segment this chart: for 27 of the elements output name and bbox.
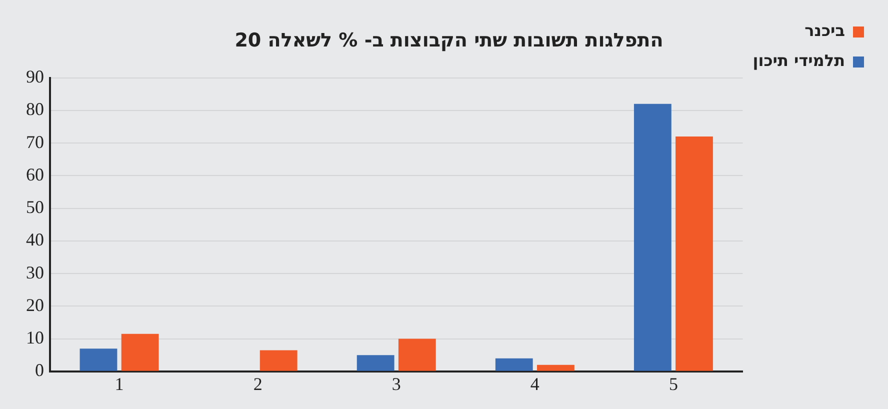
y-tick-label: 50	[26, 197, 44, 218]
y-tick-label: 90	[26, 66, 44, 87]
legend-label: תלמידי תיכון	[752, 51, 845, 70]
y-tick-label: 10	[26, 328, 44, 348]
bar	[676, 136, 713, 371]
y-tick-label: 0	[35, 360, 44, 380]
y-tick-label: 60	[26, 164, 44, 184]
chart-title: התפלגות תשובות שתי הקבוצות ב- % לשאלה 20	[234, 29, 664, 52]
x-tick-label: 2	[253, 374, 262, 394]
bar	[121, 334, 159, 371]
bar	[536, 364, 574, 371]
bar	[356, 355, 394, 371]
bar	[260, 350, 298, 371]
y-tick-label: 30	[26, 262, 44, 282]
y-tick-label: 20	[26, 294, 44, 315]
x-tick-label: 4	[530, 374, 540, 394]
bar	[634, 104, 672, 371]
bar	[80, 348, 118, 371]
x-tick-label: 5	[668, 374, 678, 394]
x-tick-label: 1	[114, 374, 124, 394]
legend-label: ביכנר	[804, 21, 846, 40]
bar	[398, 338, 436, 371]
y-tick-label: 40	[26, 230, 44, 250]
y-tick-label: 70	[26, 132, 44, 152]
bar	[495, 358, 533, 371]
x-tick-label: 3	[392, 374, 401, 394]
y-tick-label: 80	[26, 99, 44, 120]
